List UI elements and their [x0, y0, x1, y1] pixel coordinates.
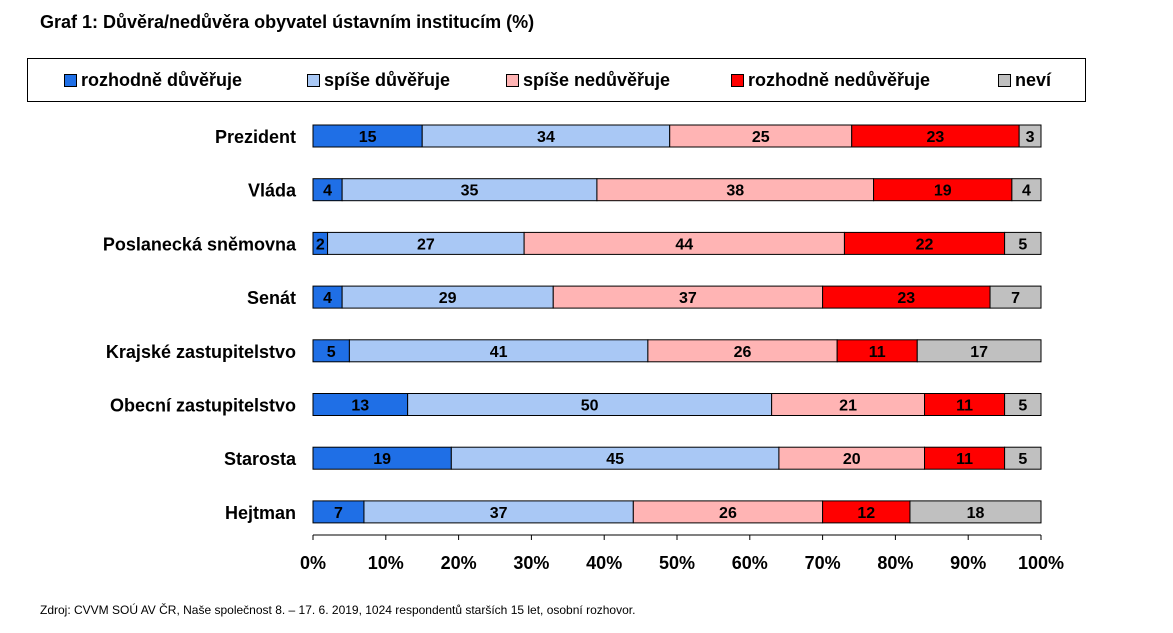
x-tick-label: 80%	[877, 553, 913, 573]
x-tick-label: 10%	[368, 553, 404, 573]
data-label: 11	[869, 344, 886, 361]
data-label: 50	[581, 398, 599, 415]
data-label: 29	[439, 290, 457, 307]
x-tick-label: 20%	[441, 553, 477, 573]
legend-item-rozhodne-neduveruje: rozhodně nedůvěřuje	[731, 70, 930, 90]
data-label: 38	[726, 183, 744, 200]
data-label: 18	[967, 505, 985, 522]
x-tick-label: 60%	[732, 553, 768, 573]
x-tick-label: 50%	[659, 553, 695, 573]
data-label: 35	[461, 183, 479, 200]
x-tick-label: 30%	[513, 553, 549, 573]
data-label: 11	[956, 451, 973, 468]
data-label: 12	[857, 505, 875, 522]
bar-segment	[1004, 231, 1042, 255]
category-label: Hejtman	[225, 503, 296, 523]
data-label: 26	[719, 505, 737, 522]
data-label: 3	[1026, 129, 1035, 146]
bar-segment	[909, 500, 1042, 524]
legend-label: rozhodně důvěřuje	[81, 69, 243, 90]
x-tick-label: 100%	[1018, 553, 1064, 573]
data-label: 5	[1018, 398, 1027, 415]
legend-item-nevi: neví	[998, 70, 1051, 90]
category-label: Starosta	[224, 449, 297, 469]
data-label: 5	[1018, 236, 1027, 253]
bar-segment	[1004, 446, 1042, 470]
data-label: 4	[1022, 183, 1031, 200]
data-label: 19	[373, 451, 391, 468]
data-label: 45	[606, 451, 624, 468]
data-label: 11	[956, 398, 973, 415]
data-label: 34	[537, 129, 555, 146]
data-label: 44	[675, 236, 693, 253]
data-label: 19	[934, 183, 952, 200]
data-label: 23	[927, 129, 945, 146]
data-label: 7	[334, 505, 343, 522]
data-label: 17	[970, 344, 988, 361]
data-label: 20	[843, 451, 861, 468]
legend-swatch	[307, 73, 320, 87]
category-label: Poslanecká sněmovna	[103, 234, 297, 254]
x-tick-label: 0%	[300, 553, 326, 573]
data-label: 15	[359, 129, 377, 146]
data-label: 13	[351, 398, 369, 415]
legend-label: rozhodně nedůvěřuje	[748, 69, 931, 90]
data-label: 22	[916, 236, 934, 253]
x-tick-label: 90%	[950, 553, 986, 573]
category-label: Prezident	[215, 127, 296, 147]
data-label: 7	[1011, 290, 1020, 307]
data-label: 2	[316, 236, 325, 253]
legend-label: neví	[1015, 69, 1052, 90]
data-label: 5	[1018, 451, 1027, 468]
legend-label: spíše důvěřuje	[324, 69, 451, 90]
bar-segment	[1004, 393, 1042, 416]
legend-item-spise-duveruje: spíše důvěřuje	[307, 70, 450, 90]
bar-segment	[1018, 124, 1042, 148]
legend-item-spise-neduveruje: spíše nedůvěřuje	[506, 70, 670, 90]
data-label: 37	[490, 505, 508, 522]
legend-swatch	[998, 73, 1011, 87]
legend-swatch	[506, 73, 519, 87]
chart-title: Graf 1: Důvěra/nedůvěra obyvatel ústavní…	[40, 12, 535, 32]
category-label: Obecní zastupitelstvo	[110, 396, 296, 416]
category-label: Senát	[247, 288, 296, 308]
data-label: 4	[323, 183, 332, 200]
legend-item-rozhodne-duveruje: rozhodně důvěřuje	[64, 70, 242, 90]
data-label: 4	[323, 290, 332, 307]
data-label: 27	[417, 236, 435, 253]
legend-swatch	[64, 73, 77, 87]
source-note: Zdroj: CVVM SOÚ AV ČR, Naše společnost 8…	[40, 603, 636, 617]
category-label: Krajské zastupitelstvo	[106, 342, 296, 362]
category-label: Vláda	[248, 181, 297, 201]
bar-segment	[1011, 178, 1042, 202]
bar-segment	[989, 285, 1042, 309]
data-label: 23	[897, 290, 915, 307]
data-label: 5	[327, 344, 336, 361]
x-tick-label: 70%	[805, 553, 841, 573]
data-label: 21	[839, 398, 857, 415]
bar-segment	[916, 339, 1042, 363]
legend-label: spíše nedůvěřuje	[523, 69, 671, 90]
data-label: 25	[752, 129, 770, 146]
x-tick-label: 40%	[586, 553, 622, 573]
data-label: 41	[490, 344, 508, 361]
data-label: 26	[734, 344, 752, 361]
data-label: 37	[679, 290, 697, 307]
legend: rozhodně důvěřuje spíše důvěřuje spíše n…	[27, 58, 1086, 102]
legend-swatch	[731, 73, 744, 87]
